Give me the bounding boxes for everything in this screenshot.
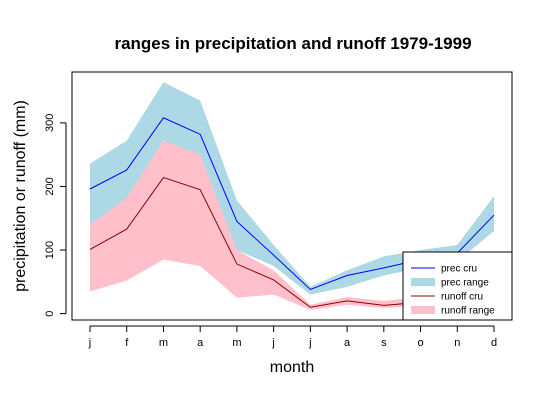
y-tick-label: 0 (44, 311, 56, 317)
range-bands (90, 82, 494, 310)
x-axis-label: month (270, 359, 314, 376)
prec-range-band (90, 82, 494, 295)
legend-label-runoff-cru: runoff cru (441, 292, 483, 303)
legend-label-prec-cru: prec cru (441, 264, 477, 275)
x-tick-label: m (232, 337, 241, 349)
legend-label-prec-range: prec range (441, 278, 489, 289)
legend-label-runoff-range: runoff range (441, 306, 495, 317)
y-tick-label: 100 (44, 241, 56, 259)
x-tick-label: j (271, 337, 274, 349)
runoff-range-band (90, 140, 494, 310)
legend: prec cru prec range runoff cru runoff range (402, 251, 513, 321)
chart-title: ranges in precipitation and runoff 1979-… (114, 34, 471, 53)
x-tick-label: o (417, 337, 423, 349)
plot-frame (71, 71, 513, 321)
x-tick-label: d (491, 337, 497, 349)
x-tick-label: a (344, 337, 351, 349)
y-tick-label: 300 (44, 114, 56, 132)
y-tick-label: 200 (44, 177, 56, 195)
y-axis-label: precipitation or runoff (mm) (12, 100, 29, 292)
x-tick-label: a (197, 337, 204, 349)
x-tick-label: f (125, 337, 129, 349)
x-tick-label: m (159, 337, 168, 349)
x-tick-label: n (454, 337, 460, 349)
x-tick-label: j (88, 337, 91, 349)
x-tick-label: j (308, 337, 311, 349)
x-tick-label: s (381, 337, 387, 349)
y-axis: 0 100 200 300 (44, 114, 67, 317)
